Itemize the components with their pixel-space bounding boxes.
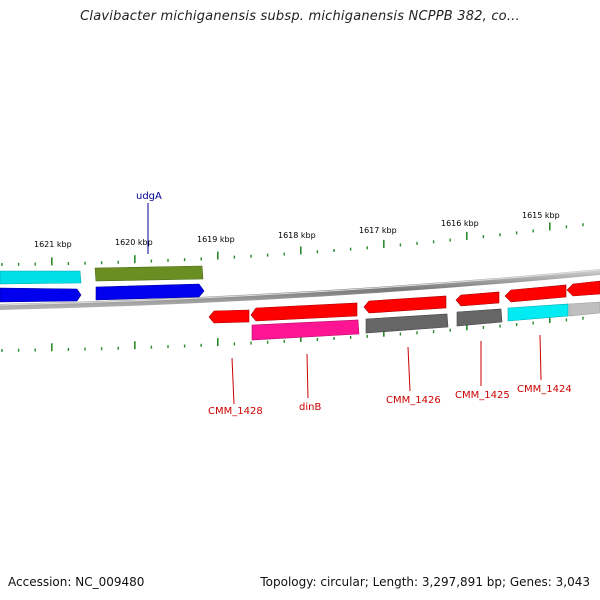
ruler-label: 1618 kbp [278, 231, 316, 240]
blue-feature-left[interactable] [0, 287, 82, 303]
gene-label-CMM_1424[interactable]: CMM_1424 [517, 384, 572, 395]
accession-text: Accession: NC_009480 [8, 575, 145, 589]
gene-label-dinB[interactable]: dinB [299, 402, 321, 413]
gene-label-CMM_1426[interactable]: CMM_1426 [386, 395, 441, 406]
magenta-feature[interactable] [251, 319, 360, 341]
gene-label-udgA[interactable]: udgA [136, 191, 162, 202]
ruler-label: 1617 kbp [359, 226, 397, 235]
red-feature-CMM_1426[interactable] [363, 295, 447, 314]
red-feature-CMM_1425[interactable] [455, 291, 500, 307]
ruler-labels: 1621 kbp 1620 kbp 1619 kbp 1618 kbp 1617… [34, 211, 560, 249]
red-feature-CMM_1428[interactable] [208, 309, 250, 324]
gray-feature-1[interactable] [365, 313, 449, 334]
blue-feature-udgA[interactable] [95, 283, 205, 301]
gene-label-CMM_1425[interactable]: CMM_1425 [455, 390, 510, 401]
dinB-leader [306, 353, 309, 399]
olive-feature-top[interactable] [94, 265, 204, 282]
red-feature-dinB[interactable] [250, 302, 358, 322]
ruler-label: 1621 kbp [34, 240, 72, 249]
map-title: Clavibacter michiganensis subsp. michiga… [80, 9, 520, 24]
red-feature-edge[interactable] [566, 280, 600, 297]
gene-label-CMM_1428[interactable]: CMM_1428 [208, 406, 263, 417]
ruler-label: 1615 kbp [522, 211, 560, 220]
CMM_1424-leader [539, 334, 542, 381]
backbone-highlight [0, 269, 600, 306]
gray-feature-2[interactable] [456, 308, 503, 327]
red-feature-CMM_1424[interactable] [504, 284, 567, 303]
cyan-feature-lower[interactable] [507, 303, 569, 322]
ruler-label: 1619 kbp [197, 235, 235, 244]
lightgray-feature[interactable] [568, 301, 600, 317]
ruler-label: 1616 kbp [441, 219, 479, 228]
CMM_1428-leader [231, 357, 235, 405]
ruler-label: 1620 kbp [115, 238, 153, 247]
cyan-feature-top[interactable] [0, 270, 82, 285]
genome-backbone [0, 269, 600, 310]
topology-summary: Topology: circular; Length: 3,297,891 bp… [260, 575, 590, 589]
CMM_1426-leader [407, 346, 411, 392]
